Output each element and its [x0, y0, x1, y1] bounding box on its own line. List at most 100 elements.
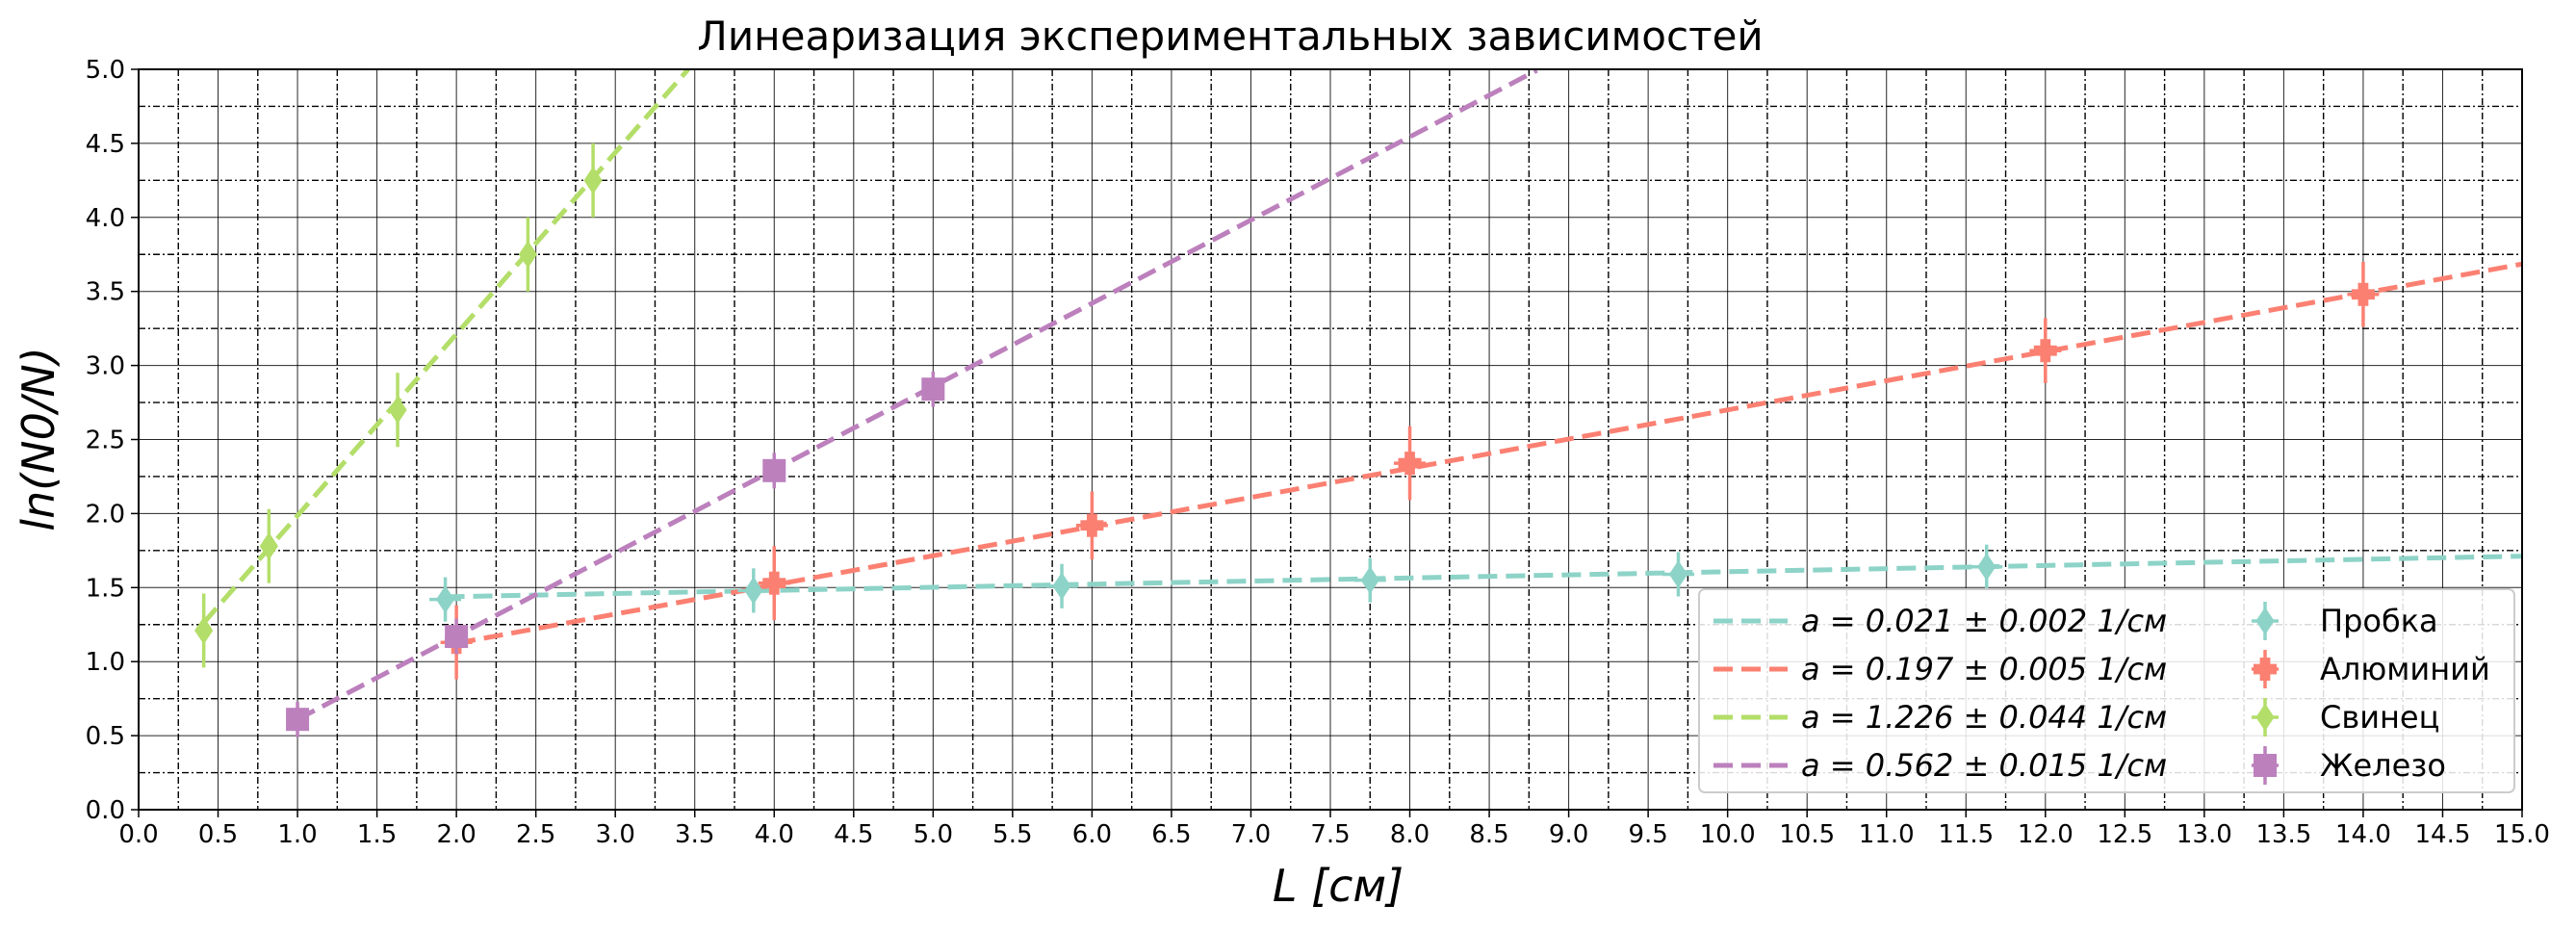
x-tick-label: 13.0: [2177, 820, 2232, 849]
x-tick-label: 1.5: [357, 820, 397, 849]
y-tick-label: 2.0: [86, 500, 125, 529]
x-tick-label: 13.5: [2255, 820, 2311, 849]
data-point-2: [388, 373, 407, 448]
point-marker: [2033, 339, 2057, 363]
y-tick-label: 3.0: [86, 352, 125, 381]
point-marker: [286, 708, 310, 732]
data-point-1: [2347, 261, 2380, 327]
data-point-0: [1353, 557, 1386, 603]
legend-marker: [2254, 658, 2277, 681]
plus-marker-v: [2259, 658, 2271, 681]
data-point-0: [1662, 552, 1695, 597]
point-marker: [518, 240, 538, 269]
point-marker: [1977, 553, 1996, 582]
y-tick-label: 4.0: [86, 204, 125, 233]
x-tick-label: 8.0: [1390, 820, 1430, 849]
fit-line-0: [445, 554, 2523, 600]
x-tick-label: 4.0: [755, 820, 794, 849]
x-tick-label: 2.0: [436, 820, 476, 849]
plus-marker-v: [1087, 513, 1097, 537]
x-tick-label: 4.5: [834, 820, 873, 849]
data-point-1: [758, 546, 790, 621]
x-tick-label: 10.5: [1779, 820, 1835, 849]
x-tick-label: 3.5: [675, 820, 714, 849]
plus-marker-v: [2040, 339, 2051, 363]
data-point-0: [429, 577, 462, 622]
x-tick-label: 10.0: [1700, 820, 1756, 849]
x-tick-label: 5.0: [914, 820, 953, 849]
point-marker: [445, 625, 469, 649]
y-tick-label: 3.5: [86, 278, 125, 307]
x-tick-label: 14.5: [2415, 820, 2471, 849]
x-tick-label: 8.5: [1469, 820, 1508, 849]
x-tick-label: 11.0: [1859, 820, 1915, 849]
point-marker: [1052, 572, 1071, 601]
legend-series-label: Железо: [2320, 747, 2446, 784]
legend-marker: [2255, 607, 2275, 635]
legend-series-label: Пробка: [2320, 603, 2438, 639]
data-point-2: [583, 142, 603, 218]
legend-series-label: Свинец: [2320, 699, 2439, 736]
legend-fit-label: a = 0.562 ± 0.015 1/см: [1801, 747, 2167, 784]
y-tick-label: 0.5: [86, 722, 125, 751]
point-marker: [388, 396, 407, 425]
x-tick-label: 9.0: [1549, 820, 1588, 849]
x-tick-label: 7.0: [1231, 820, 1271, 849]
data-points: [194, 142, 2380, 737]
x-tick-label: 12.5: [2097, 820, 2152, 849]
chart-title: Линеаризация экспериментальных зависимос…: [697, 13, 1763, 60]
legend-fit-label: a = 1.226 ± 0.044 1/см: [1801, 699, 2167, 736]
y-tick-label: 1.5: [86, 574, 125, 603]
x-tick-label: 12.0: [2018, 820, 2074, 849]
y-tick-label: 2.5: [86, 427, 125, 455]
point-marker: [259, 531, 278, 560]
point-marker: [1668, 560, 1688, 588]
plus-marker-v: [768, 571, 780, 595]
fit-line-3: [296, 67, 1538, 722]
point-marker: [194, 616, 214, 645]
legend-box: [1698, 588, 2515, 793]
point-marker: [583, 166, 603, 194]
y-tick-label: 4.5: [86, 130, 125, 159]
data-point-0: [1971, 544, 2003, 589]
point-marker: [1398, 452, 1422, 476]
y-tick-label: 5.0: [86, 56, 125, 85]
point-marker: [435, 585, 455, 614]
legend-marker: [2255, 703, 2275, 732]
plus-marker-v: [1404, 452, 1415, 476]
y-axis-label: ln(N0/N): [13, 347, 64, 530]
x-tick-label: 11.5: [1938, 820, 1994, 849]
legend-fit-label: a = 0.197 ± 0.005 1/см: [1801, 651, 2167, 687]
data-point-1: [2029, 318, 2062, 384]
x-tick-label: 1.0: [277, 820, 317, 849]
data-point-0: [1045, 563, 1078, 608]
data-point-2: [194, 593, 214, 668]
point-marker: [2351, 282, 2375, 306]
legend-fit-label: a = 0.021 ± 0.002 1/см: [1801, 603, 2167, 639]
y-tick-label: 1.0: [86, 648, 125, 677]
x-tick-label: 0.5: [198, 820, 238, 849]
point-marker: [762, 571, 786, 595]
fit-lines: [201, 67, 2523, 722]
point-marker: [921, 377, 945, 401]
data-point-1: [1394, 426, 1427, 501]
x-tick-label: 7.5: [1310, 820, 1350, 849]
plus-marker-v: [2357, 282, 2369, 306]
legend: a = 0.021 ± 0.002 1/см Пробка a = 0.197 ± …: [1698, 588, 2515, 793]
point-marker: [762, 458, 786, 482]
data-point-3: [286, 701, 310, 737]
data-point-1: [1075, 491, 1108, 560]
x-tick-label: 3.0: [596, 820, 635, 849]
data-point-3: [445, 618, 469, 655]
data-point-3: [921, 371, 945, 407]
point-marker: [1360, 566, 1379, 595]
x-tick-label: 5.5: [992, 820, 1032, 849]
data-point-0: [737, 568, 770, 613]
point-marker: [1080, 513, 1104, 537]
x-tick-label: 0.0: [118, 820, 158, 849]
data-point-2: [259, 508, 278, 583]
legend-series-label: Алюминий: [2320, 651, 2490, 687]
x-tick-label: 6.5: [1151, 820, 1191, 849]
